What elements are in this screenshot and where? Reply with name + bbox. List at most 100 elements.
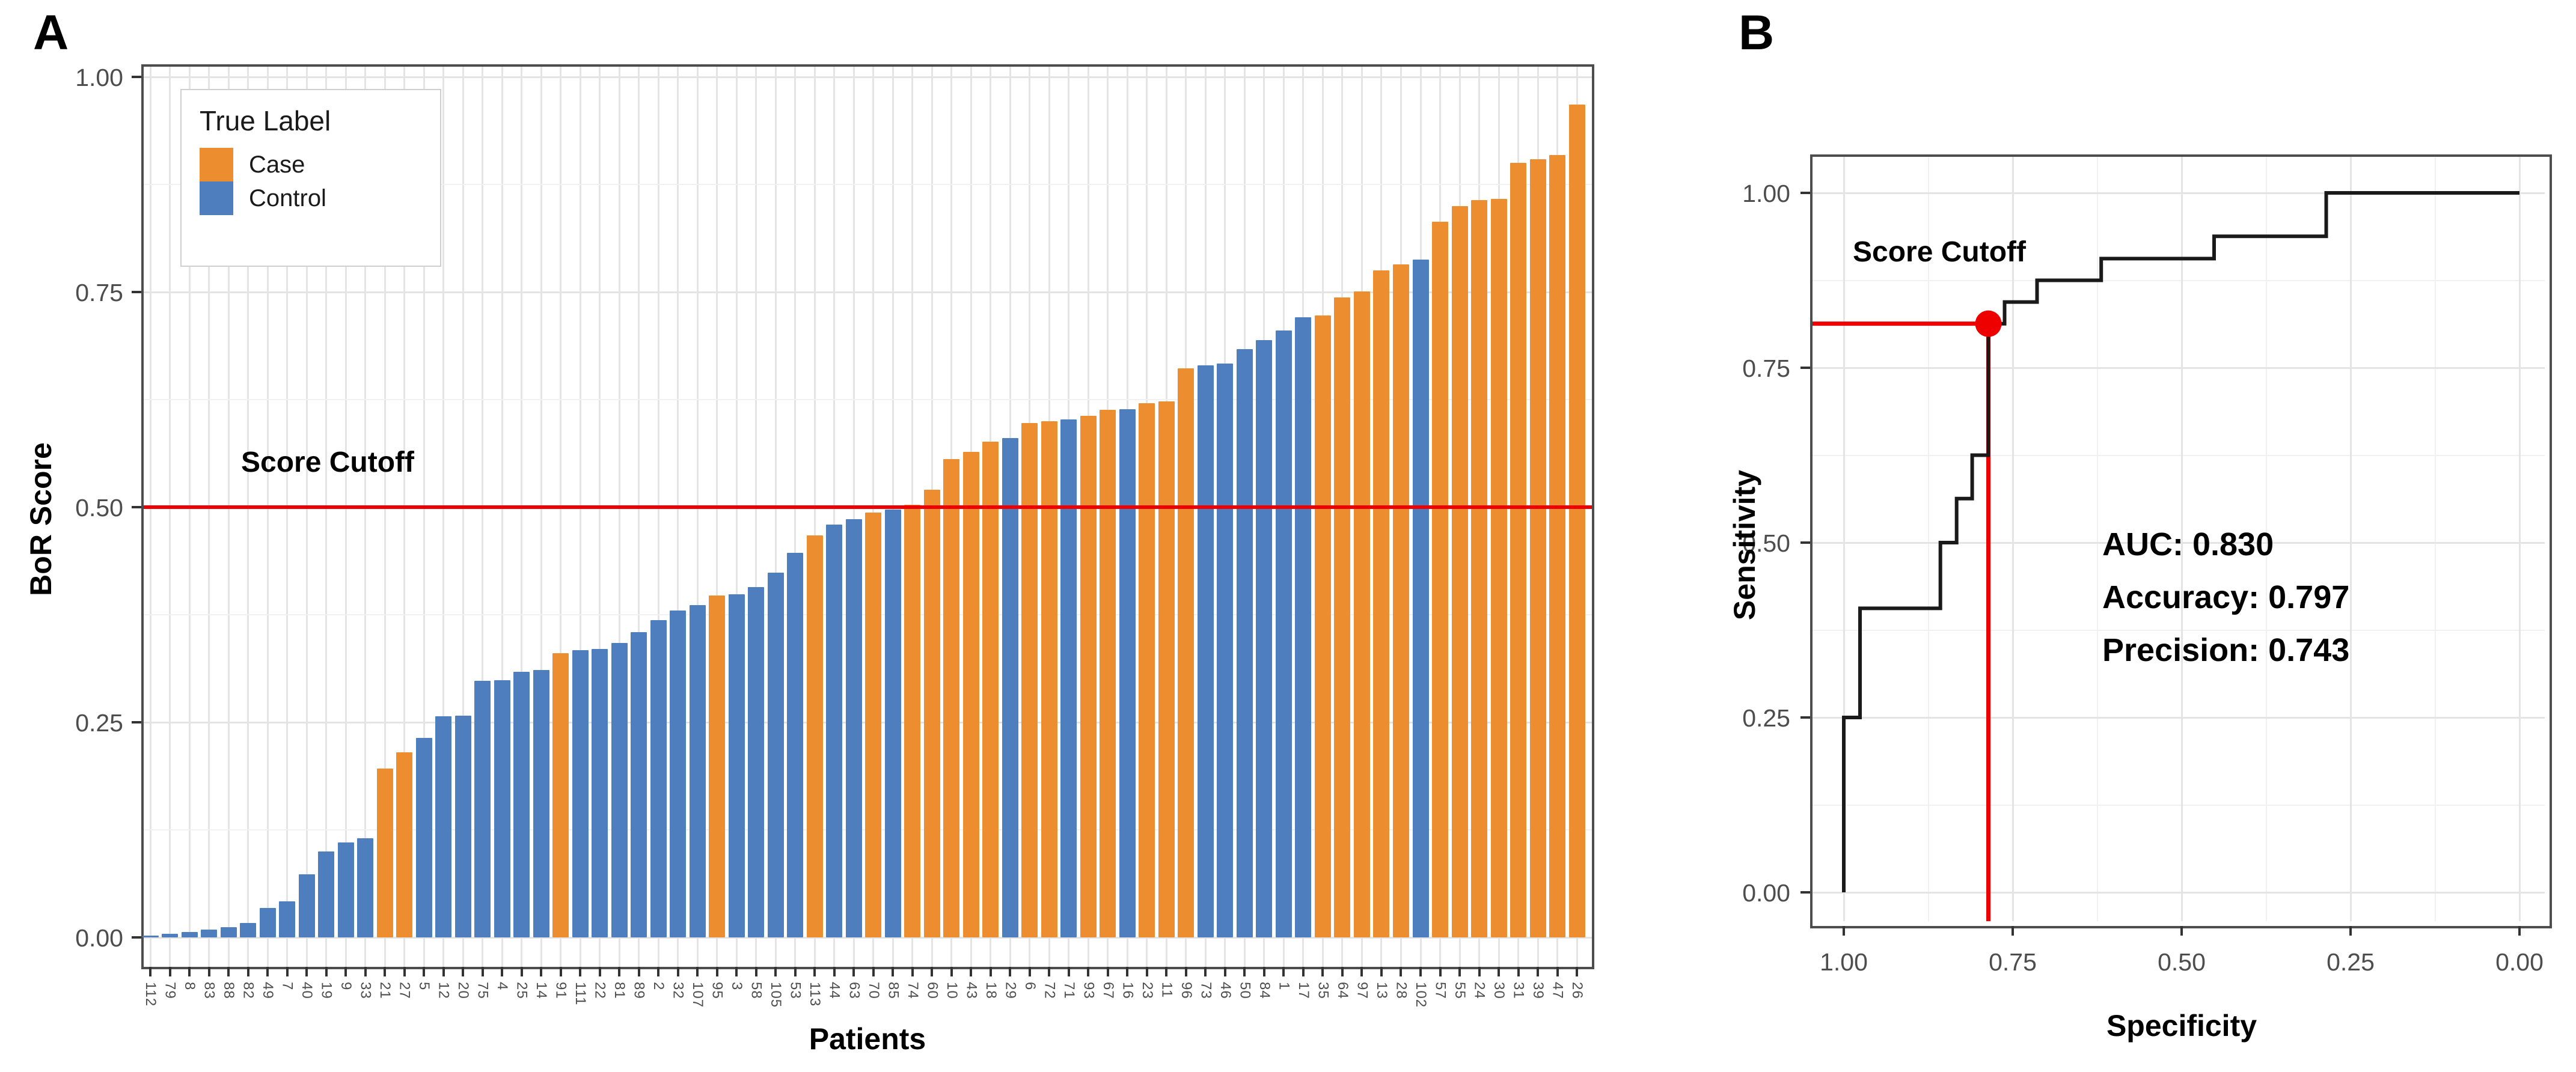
- panel-a-x-tick: [1360, 967, 1363, 976]
- panel-a-vertical-gridline: [696, 67, 699, 967]
- bar-patient-112: [142, 936, 159, 937]
- panel-a-x-tick: [559, 967, 562, 976]
- panel-a-x-tick: [1204, 967, 1207, 976]
- panel-b-major-gridline: [1813, 542, 2545, 544]
- bar-patient-102: [1412, 260, 1429, 937]
- panel-a-x-tick-label: 89: [631, 982, 647, 999]
- panel-a-vertical-gridline: [657, 67, 659, 967]
- panel-a-minor-gridline: [144, 184, 1592, 185]
- panel-a-x-tick: [1400, 967, 1403, 976]
- bar-patient-97: [1353, 291, 1370, 937]
- panel-a-x-tick-label: 96: [1178, 982, 1195, 999]
- panel-a-x-tick: [188, 967, 191, 976]
- panel-a-vertical-gridline: [188, 67, 191, 967]
- panel-a-x-tick: [1184, 967, 1187, 976]
- roc-stat-line: Accuracy: 0.797: [2102, 579, 2350, 615]
- bar-chart-cutoff-label: Score Cutoff: [241, 446, 414, 478]
- panel-a-vertical-gridline: [735, 67, 738, 967]
- panel-a-vertical-gridline: [501, 67, 503, 967]
- bar-patient-6: [1021, 423, 1038, 937]
- panel-a-x-tick-label: 14: [533, 982, 550, 999]
- panel-a-x-tick-label: 50: [1237, 982, 1253, 999]
- panel-a-x-tick: [207, 967, 210, 976]
- bar-patient-75: [474, 681, 491, 937]
- bar-patient-64: [1334, 297, 1351, 937]
- panel-a-x-tick: [774, 967, 777, 976]
- panel-a-x-tick: [1556, 967, 1559, 976]
- panel-a-x-tick-label: 75: [474, 982, 491, 999]
- panel-a-letter: A: [33, 5, 69, 60]
- panel-a-vertical-gridline: [305, 67, 308, 967]
- panel-a-x-tick-label: 81: [611, 982, 628, 999]
- bar-patient-31: [1510, 163, 1526, 937]
- panel-a-y-tick: [132, 506, 141, 508]
- bar-patient-21: [376, 769, 393, 937]
- panel-a-x-tick-label: 72: [1041, 982, 1058, 999]
- panel-a-vertical-gridline: [384, 67, 386, 967]
- bar-patient-81: [611, 643, 628, 937]
- bar-chart-y-title: BoR Score: [24, 442, 58, 596]
- panel-a-x-tick-label: 23: [1139, 982, 1155, 999]
- panel-a-x-tick-label: 58: [748, 982, 765, 999]
- bar-patient-20: [454, 716, 471, 937]
- panel-a-vertical-gridline: [266, 67, 269, 967]
- bar-chart-panel: [141, 64, 1594, 969]
- panel-a-x-tick: [403, 967, 406, 976]
- bar-patient-10: [943, 459, 960, 937]
- panel-a-x-tick: [1576, 967, 1578, 976]
- panel-b-major-gridline: [1813, 717, 2545, 719]
- panel-a-y-tick: [132, 291, 141, 293]
- bar-patient-44: [826, 525, 843, 937]
- bar-patient-82: [240, 923, 256, 937]
- panel-a-vertical-gridline: [813, 67, 816, 967]
- bar-patient-23: [1139, 403, 1155, 937]
- panel-a-x-tick-label: 24: [1471, 982, 1488, 999]
- panel-a-x-tick: [442, 967, 445, 976]
- panel-a-x-tick: [657, 967, 660, 976]
- panel-a-x-tick-label: 22: [592, 982, 608, 999]
- panel-a-x-tick-label: 33: [357, 982, 374, 999]
- panel-a-x-tick: [1048, 967, 1051, 976]
- panel-a-x-tick: [1517, 967, 1520, 976]
- bar-patient-40: [298, 874, 315, 937]
- panel-b-minor-gridline: [2266, 157, 2267, 921]
- panel-a-x-tick: [305, 967, 308, 976]
- panel-a-x-tick: [1087, 967, 1090, 976]
- panel-a-x-tick-label: 35: [1315, 982, 1332, 999]
- bar-patient-4: [494, 680, 510, 937]
- panel-a-x-tick: [931, 967, 934, 976]
- panel-a-y-tick-label: 0.50: [75, 494, 123, 522]
- bar-patient-93: [1080, 416, 1097, 937]
- panel-b-x-tick-label: 0.25: [2327, 948, 2375, 976]
- bar-patient-60: [923, 490, 940, 937]
- panel-a-x-tick: [1439, 967, 1442, 976]
- panel-a-x-tick-label: 55: [1452, 982, 1468, 999]
- panel-b-x-tick-label: 1.00: [1820, 948, 1868, 976]
- panel-a-vertical-gridline: [423, 67, 425, 967]
- panel-a-x-tick-label: 29: [1002, 982, 1019, 999]
- panel-b-minor-gridline: [1813, 280, 2545, 281]
- roc-stats-text: AUC: 0.830 Accuracy: 0.797 Precision: 0.74…: [2102, 518, 2349, 677]
- panel-a-vertical-gridline: [677, 67, 679, 967]
- panel-b-major-gridline: [2519, 157, 2521, 921]
- bar-patient-72: [1041, 421, 1057, 937]
- bar-patient-63: [845, 519, 862, 937]
- panel-a-x-tick-label: 105: [768, 982, 785, 1008]
- panel-a-x-tick-label: 102: [1413, 982, 1429, 1008]
- panel-a-major-gridline: [144, 937, 1592, 939]
- bar-patient-29: [1002, 438, 1018, 937]
- panel-a-x-tick-label: 95: [709, 982, 726, 999]
- panel-b-major-gridline: [1813, 367, 2545, 369]
- panel-a-x-tick: [1419, 967, 1422, 976]
- panel-a-x-tick-label: 6: [1021, 982, 1038, 991]
- bar-patient-83: [201, 930, 217, 937]
- panel-a-y-tick-label: 0.25: [75, 709, 123, 737]
- panel-a-x-tick-label: 11: [1158, 982, 1175, 998]
- bar-patient-35: [1314, 315, 1331, 937]
- roc-curve-svg: [1813, 191, 2519, 921]
- bar-patient-11: [1158, 401, 1175, 937]
- panel-a-x-tick-label: 5: [416, 982, 433, 991]
- panel-a-x-tick: [579, 967, 582, 976]
- panel-a-x-tick: [1380, 967, 1383, 976]
- panel-b-minor-gridline: [2435, 157, 2436, 921]
